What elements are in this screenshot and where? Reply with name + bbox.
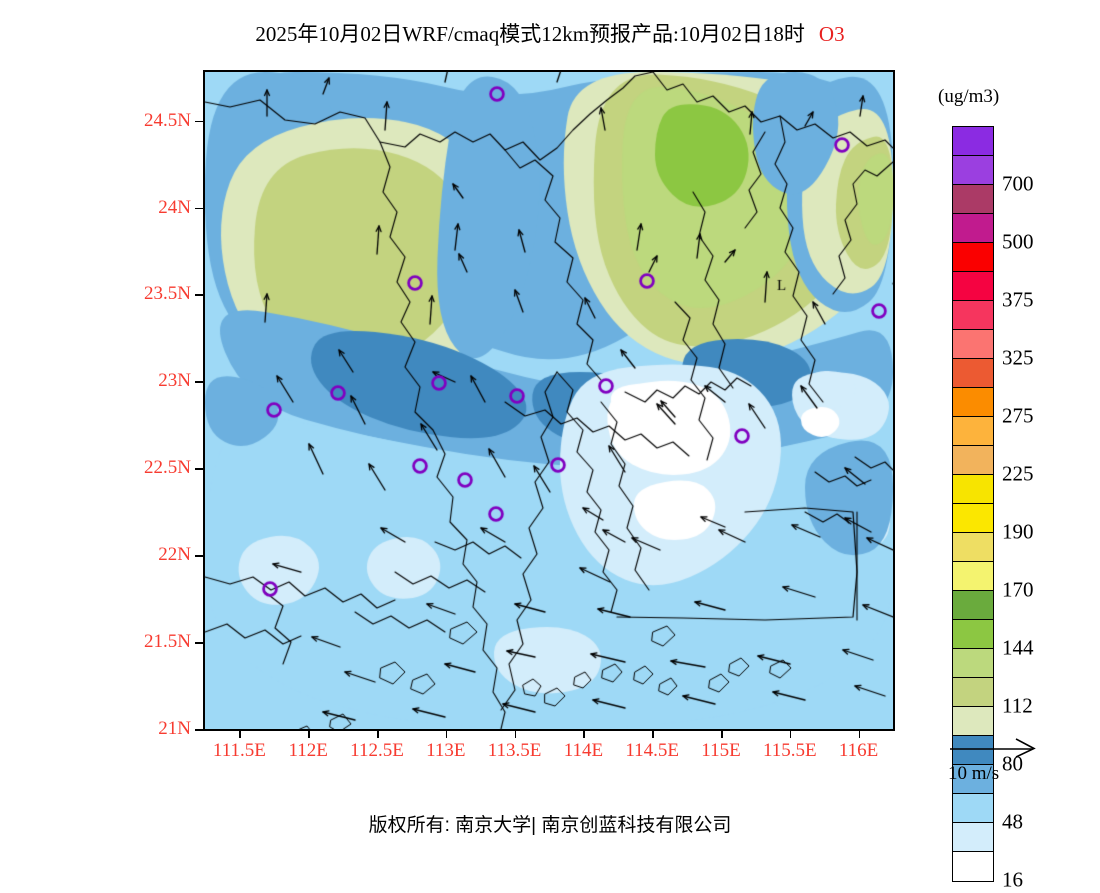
colorbar-tick-label: 375	[1002, 287, 1034, 312]
colorbar-tick-label: 225	[1002, 461, 1034, 486]
x-axis-tick-label: 111.5E	[212, 740, 266, 761]
y-axis-tick	[195, 729, 203, 731]
colorbar-tick-label: 16	[1002, 867, 1023, 892]
y-axis-tick	[195, 381, 203, 383]
x-axis-tick	[239, 730, 241, 738]
y-axis-tick	[195, 294, 203, 297]
x-axis-tick	[789, 730, 792, 738]
colorbar-cell[interactable]	[953, 823, 993, 852]
colorbar-unit-label: (ug/m3)	[938, 86, 1000, 107]
colorbar-tick-label: 170	[1002, 577, 1034, 602]
y-axis-tick-label: 21.5N	[144, 631, 191, 653]
colorbar-tick-label: 48	[1002, 809, 1023, 834]
colorbar-cell[interactable]	[953, 765, 993, 794]
colorbar-cell[interactable]	[953, 330, 993, 359]
colorbar-cell[interactable]	[953, 417, 993, 446]
map-canvas	[205, 72, 893, 729]
x-axis-tick	[858, 730, 861, 738]
x-axis-tick-label: 113E	[426, 740, 466, 761]
colorbar-cell[interactable]	[953, 852, 993, 881]
x-axis-tick-label: 115E	[701, 740, 741, 761]
y-axis-tick-label: 24.5N	[144, 109, 191, 131]
title-bar: 2025年10月02日WRF/cmaq模式12km预报产品:10月02日18时 O…	[0, 18, 1100, 48]
colorbar-cell[interactable]	[953, 707, 993, 736]
x-axis-tick	[308, 730, 310, 738]
colorbar-cell[interactable]	[953, 156, 993, 185]
x-axis-tick-label: 113.5E	[487, 740, 542, 761]
colorbar-cell[interactable]	[953, 620, 993, 649]
colorbar-cell[interactable]	[953, 185, 993, 214]
colorbar-tick-label: 500	[1002, 229, 1034, 254]
colorbar-tick-label: 325	[1002, 345, 1034, 370]
colorbar-cell[interactable]	[953, 736, 993, 765]
x-axis-tick	[652, 730, 654, 738]
colorbar-cell[interactable]	[953, 562, 993, 591]
y-axis-tick-label: 22N	[158, 544, 191, 566]
page-title: 2025年10月02日WRF/cmaq模式12km预报产品:10月02日18时	[255, 22, 805, 46]
x-axis-tick-label: 114.5E	[625, 740, 680, 761]
wind-scale-label: 10 m/s	[948, 763, 1000, 784]
colorbar-cell[interactable]	[953, 243, 993, 272]
colorbar-tick-label: 275	[1002, 403, 1034, 428]
x-axis-tick-label: 112.5E	[350, 740, 404, 761]
x-axis-tick	[514, 730, 517, 738]
colorbar-cell[interactable]	[953, 127, 993, 156]
colorbar-tick-label: 112	[1002, 693, 1033, 718]
y-axis-tick-label: 23N	[158, 370, 191, 392]
y-axis-tick-label: 22.5N	[144, 457, 191, 479]
x-axis-tick-label: 115.5E	[762, 740, 817, 761]
colorbar-cell[interactable]	[953, 359, 993, 388]
y-axis-tick	[195, 120, 203, 123]
x-axis-tick-label: 112E	[288, 740, 328, 761]
x-axis-tick	[377, 730, 379, 738]
colorbar-cell[interactable]	[953, 388, 993, 417]
y-axis-tick	[195, 555, 203, 557]
y-axis-tick-label: 24N	[158, 196, 191, 218]
y-axis-tick	[195, 207, 203, 210]
colorbar-tick-label: 80	[1002, 751, 1023, 776]
colorbar-cell[interactable]	[953, 504, 993, 533]
colorbar-cell[interactable]	[953, 446, 993, 475]
colorbar-cell[interactable]	[953, 475, 993, 504]
colorbar-cell[interactable]	[953, 214, 993, 243]
species-label: O3	[818, 22, 845, 46]
colorbar-cell[interactable]	[953, 649, 993, 678]
copyright-footer: 版权所有: 南京大学| 南京创蓝科技有限公司	[368, 815, 732, 836]
colorbar-tick-label: 144	[1002, 635, 1034, 660]
forecast-map[interactable]	[203, 70, 895, 731]
colorbar-cell[interactable]	[953, 272, 993, 301]
colorbar-tick-label: 700	[1002, 171, 1034, 196]
colorbar-cell[interactable]	[953, 591, 993, 620]
colorbar-tick-label: 190	[1002, 519, 1034, 544]
x-axis-tick	[583, 730, 585, 738]
y-axis-tick-label: 21N	[158, 718, 191, 739]
wind-arrow-icon	[950, 738, 1036, 757]
colorbar-cell[interactable]	[953, 301, 993, 330]
y-axis-tick	[195, 468, 203, 470]
x-axis-tick	[721, 730, 723, 738]
colorbar-cell[interactable]	[953, 794, 993, 823]
colorbar-cell[interactable]	[953, 533, 993, 562]
x-axis-tick-label: 116E	[838, 740, 879, 761]
x-axis-tick-label: 114E	[563, 740, 604, 761]
y-axis-tick-label: 23.5N	[144, 283, 191, 305]
x-axis-tick	[445, 730, 448, 738]
colorbar-cell[interactable]	[953, 678, 993, 707]
y-axis-tick	[195, 642, 203, 644]
